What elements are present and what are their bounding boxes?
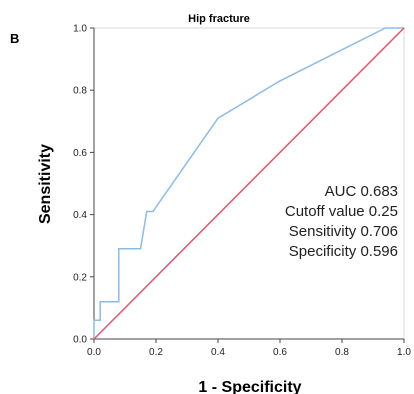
- chart-title: Hip fracture: [188, 13, 250, 25]
- y-axis-title: Sensitivity: [37, 144, 54, 224]
- roc-curve: [93, 27, 404, 339]
- y-tick-label: 1.0: [73, 24, 87, 35]
- series-layer: [93, 27, 405, 340]
- x-axis-ticks: 0.0 0.2 0.4 0.6 0.8 1.0: [87, 339, 411, 358]
- annotation-block: AUC 0.683 Cutoff value 0.25 Sensitivity …: [285, 183, 398, 260]
- y-tick-label: 0.2: [73, 272, 87, 283]
- x-tick-label: 0.2: [149, 347, 163, 358]
- specificity-annotation: Specificity 0.596: [289, 243, 398, 260]
- plot-area: [93, 27, 405, 340]
- sensitivity-annotation: Sensitivity 0.706: [289, 223, 398, 240]
- cutoff-annotation: Cutoff value 0.25: [285, 203, 398, 220]
- y-tick-label: 0.4: [73, 210, 87, 221]
- y-tick-label: 0.8: [73, 86, 87, 97]
- y-axis-ticks: 0.0 0.2 0.4 0.6 0.8 1.0: [73, 24, 94, 346]
- x-tick-label: 0.8: [335, 347, 349, 358]
- auc-annotation: AUC 0.683: [325, 183, 398, 200]
- x-tick-label: 0.4: [211, 347, 225, 358]
- x-tick-label: 0.0: [87, 347, 101, 358]
- y-tick-label: 0.6: [73, 148, 87, 159]
- panel-label: B: [10, 31, 19, 46]
- reference-diagonal-line: [93, 27, 405, 340]
- y-tick-label: 0.0: [73, 335, 87, 346]
- x-tick-label: 0.6: [273, 347, 287, 358]
- x-tick-label: 1.0: [397, 347, 411, 358]
- x-axis-title: 1 - Specificity: [198, 379, 301, 394]
